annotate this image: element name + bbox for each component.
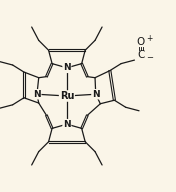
Text: N: N	[92, 90, 100, 99]
Text: N: N	[63, 63, 71, 72]
Text: O: O	[137, 37, 145, 47]
Text: N: N	[33, 90, 41, 99]
Text: N: N	[63, 120, 71, 129]
Text: +: +	[147, 34, 153, 43]
Text: Ru: Ru	[60, 91, 74, 101]
Text: C: C	[137, 50, 144, 60]
Text: −: −	[147, 53, 154, 62]
